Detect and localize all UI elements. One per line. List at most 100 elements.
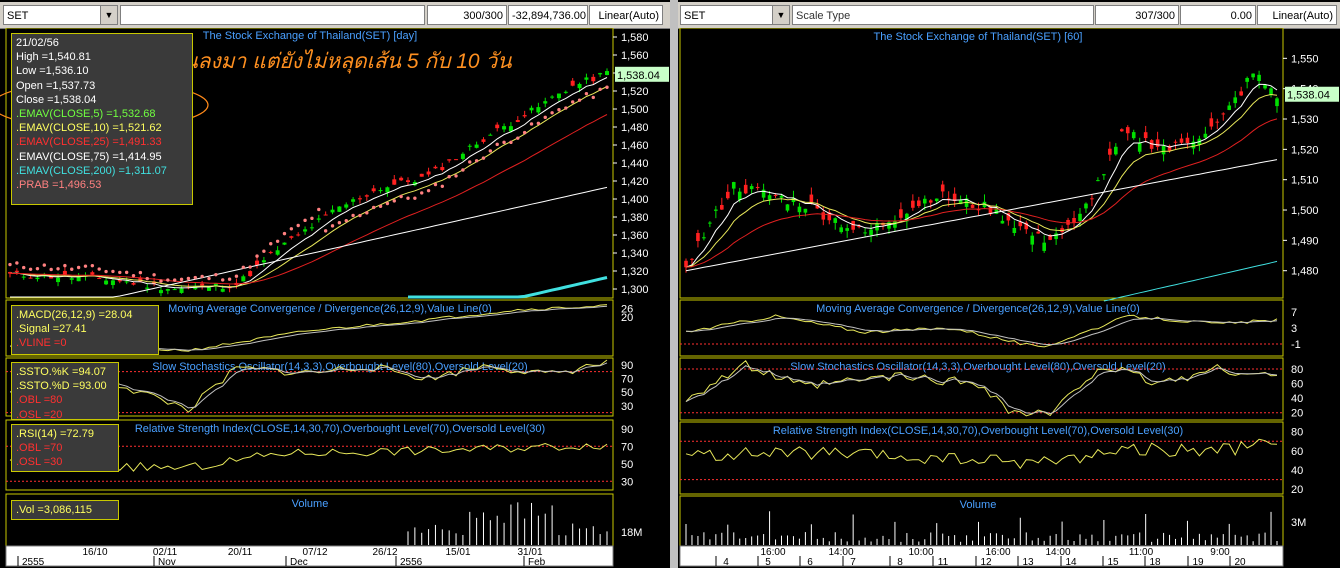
left-candle-body <box>598 73 603 75</box>
right-ema10-line <box>685 93 1278 268</box>
macd-signal: .Signal =27.41 <box>16 323 87 336</box>
right-candle-body <box>928 200 933 203</box>
left-prab-dot <box>529 122 534 126</box>
left-symbol-select[interactable]: SET ▼ <box>3 5 118 25</box>
left-prab-dot <box>49 267 53 272</box>
left-date-label: 02/11 <box>153 547 178 558</box>
left-candle-body <box>447 159 452 161</box>
left-candle-body <box>104 280 109 285</box>
right-price-tick-label: 1,490 <box>1291 235 1319 247</box>
left-prab-dot <box>461 168 465 172</box>
right-ema25-line <box>685 118 1278 268</box>
right-candle-body <box>1000 220 1005 224</box>
right-candle-body <box>1084 203 1088 209</box>
right-candle-body <box>899 209 903 218</box>
info-date: 21/02/56 <box>16 37 59 49</box>
left-prab-dot <box>413 196 417 200</box>
right-candle-body <box>833 218 838 223</box>
right-candle-body <box>863 232 867 234</box>
right-day-label: 12 <box>980 557 992 568</box>
right-ema75-line <box>685 159 1278 272</box>
left-month-label: 2555 <box>22 557 45 568</box>
left-prab-dot <box>303 218 307 223</box>
chevron-down-icon[interactable]: ▼ <box>100 6 117 24</box>
right-candle-body <box>1233 97 1238 104</box>
left-ema200-line <box>408 276 608 299</box>
right-symbol-select[interactable]: SET ▼ <box>680 5 790 25</box>
right-candle-body <box>1024 222 1029 230</box>
right-counter: 307/300 <box>1095 5 1179 25</box>
info-high: High =1,540.81 <box>16 51 91 64</box>
left-prab-dot <box>468 160 472 164</box>
left-prab-dot <box>159 279 163 283</box>
left-prab-dot <box>15 261 19 265</box>
left-prab-dot <box>420 191 424 195</box>
left-candle-body <box>282 242 287 245</box>
right-candle-body <box>785 204 790 211</box>
left-candle-body <box>419 173 424 177</box>
panel-separator[interactable] <box>670 0 678 568</box>
left-date-label: 07/12 <box>302 547 327 558</box>
left-candle-body <box>165 289 170 291</box>
right-value: 0.00 <box>1180 5 1256 25</box>
ssto-k: .SSTO.%K =94.07 <box>16 366 106 378</box>
left-candle-body <box>296 234 301 236</box>
left-prab-dot <box>550 111 554 115</box>
right-volume-title: Volume <box>960 499 997 511</box>
right-candle-body <box>1191 141 1196 149</box>
info-ema75: .EMAV(CLOSE,75) =1,414.95 <box>16 150 162 163</box>
left-candle-body <box>529 107 534 111</box>
right-candle-body <box>1155 139 1160 147</box>
left-prab-dot <box>70 267 74 271</box>
info-low: Low =1,536.10 <box>16 65 89 78</box>
left-prab-dot <box>378 204 383 209</box>
left-ssto-tick: 70 <box>621 373 633 385</box>
chevron-down-icon[interactable]: ▼ <box>772 6 789 24</box>
right-scale-mode[interactable]: Linear(Auto) <box>1257 5 1337 25</box>
left-candle-body <box>207 287 211 291</box>
left-price-tick-label: 1,360 <box>621 230 649 242</box>
right-candle-body <box>1042 242 1046 251</box>
left-ssto-info-box: .SSTO.%K =94.07 .SSTO.%D =93.00 .OBL =80… <box>11 362 119 421</box>
right-candle-body <box>1215 121 1220 123</box>
right-candle-body <box>803 208 808 213</box>
left-candle-body <box>364 195 369 197</box>
left-ema75-line <box>10 186 608 298</box>
right-macd-tick: -1 <box>1291 339 1301 351</box>
right-candle-body <box>1179 138 1184 143</box>
left-candle-body <box>117 279 122 282</box>
left-price-tick-label: 1,320 <box>621 266 649 278</box>
left-scale-mode[interactable]: Linear(Auto) <box>589 5 663 25</box>
left-prab-dot <box>310 216 314 221</box>
left-candle-body <box>35 277 40 280</box>
left-prab-dot <box>90 263 95 268</box>
left-symbol-value: SET <box>7 10 29 22</box>
left-prab-dot <box>42 263 47 267</box>
info-ema10: .EMAV(CLOSE,10) =1,521.62 <box>16 122 162 135</box>
left-prab-dot <box>269 242 273 246</box>
right-candle-body <box>1006 213 1011 221</box>
left-prab-dot <box>63 263 67 268</box>
left-prab-dot <box>481 156 486 160</box>
left-candle-body <box>399 177 404 181</box>
left-candle-body <box>289 236 294 238</box>
right-day-label: 15 <box>1107 557 1119 568</box>
left-candle-body <box>454 159 459 161</box>
left-candle-body <box>474 144 479 148</box>
right-candle-body <box>1125 127 1130 134</box>
right-candle-body <box>857 226 861 228</box>
left-candle-body <box>124 281 129 283</box>
right-volume-tick: 3M <box>1291 517 1306 529</box>
right-ssto-pane <box>679 357 1284 421</box>
left-prab-dot <box>516 136 520 140</box>
right-macd-tick: 7 <box>1291 307 1297 319</box>
rsi-value: .RSI(14) =72.79 <box>16 428 94 440</box>
right-candle-body <box>1173 141 1178 143</box>
left-candle-body <box>241 276 246 282</box>
left-candle-body <box>56 277 61 283</box>
left-prab-dot <box>214 272 218 277</box>
vol-value: .Vol =3,086,115 <box>16 504 92 516</box>
right-rsi-tick: 40 <box>1291 465 1303 477</box>
left-prab-dot <box>76 265 81 270</box>
right-candle-body <box>797 206 802 213</box>
